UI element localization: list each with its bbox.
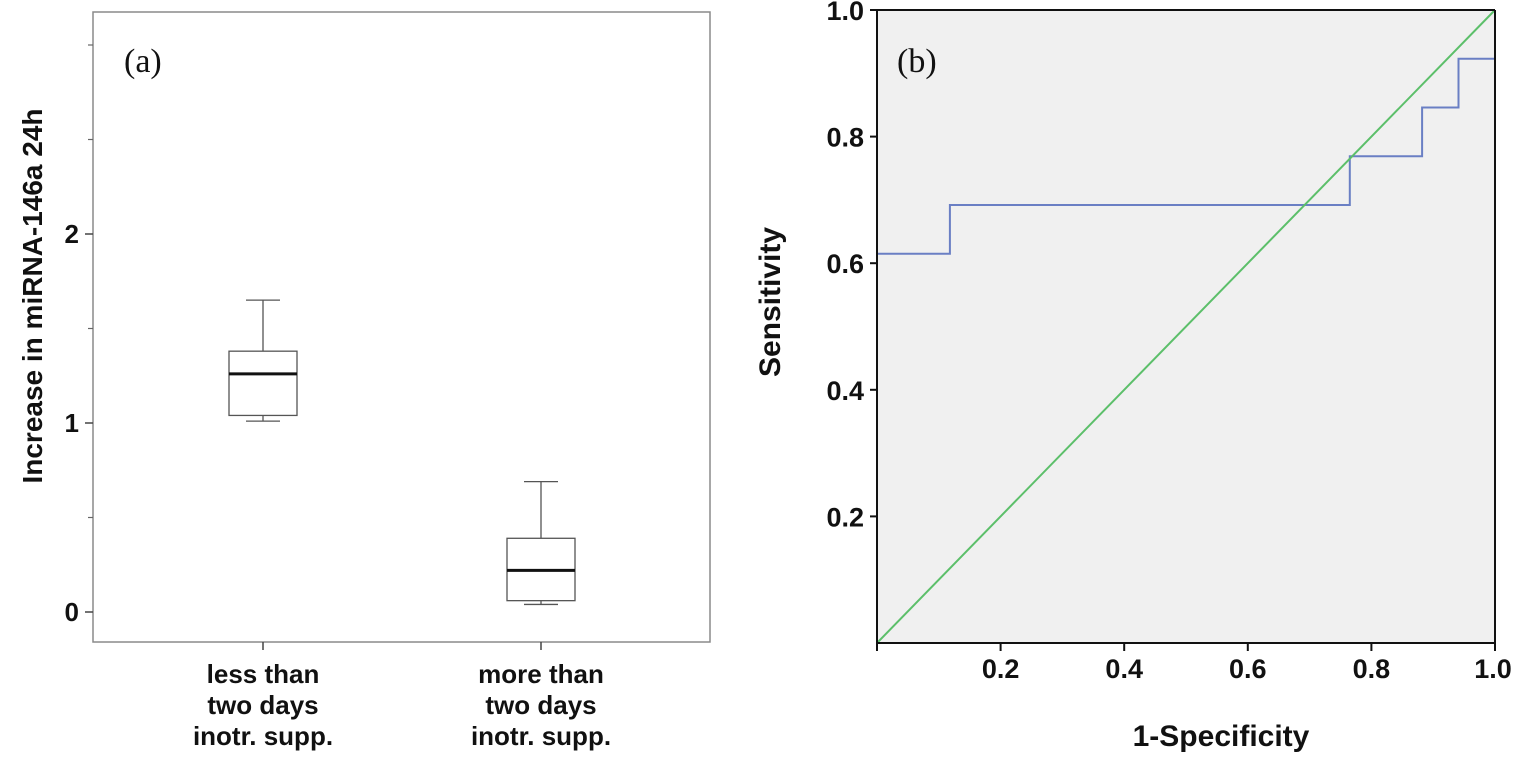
panel-b-x-tick-label: 0.6: [1229, 654, 1267, 684]
panel-b-y-axis-label: Sensitivity: [754, 227, 787, 377]
panel-a-boxplot: (a) Increase in miRNA-146a 24h 0 1 2 less …: [17, 11, 711, 751]
panel-a-y-tick-label: 2: [65, 219, 79, 249]
panel-b-x-ticks: 0.2 0.4 0.6 0.8 1.0: [876, 643, 1512, 684]
panel-a-y-ticks: 0 1 2: [65, 44, 93, 627]
panel-b-y-tick-label: 0.6: [826, 249, 864, 279]
panel-b-y-tick-label: 0.8: [826, 123, 864, 153]
panel-b-y-ticks: 0.2 0.4 0.6 0.8 1.0: [826, 0, 877, 532]
panel-b-y-tick-label: 0.2: [826, 502, 864, 532]
category-label-line: two days: [485, 690, 596, 720]
category-label-line: inotr. supp.: [193, 721, 333, 751]
category-label-line: inotr. supp.: [471, 721, 611, 751]
panel-b-x-tick-label: 0.4: [1105, 654, 1143, 684]
panel-b-x-tick-label: 1.0: [1474, 654, 1512, 684]
panel-a-y-tick-label: 0: [65, 597, 79, 627]
box-2: [506, 480, 576, 606]
reference-diagonal-line: [876, 9, 1496, 644]
panel-a-frame: [92, 11, 711, 643]
panel-a-y-axis-label: Increase in miRNA-146a 24h: [17, 108, 48, 483]
panel-b-x-tick-label: 0.2: [982, 654, 1020, 684]
panel-a-category-label: more than two days inotr. supp.: [471, 659, 611, 751]
panel-a-label: (a): [124, 43, 162, 80]
panel-a-x-categories: less than two days inotr. supp.more than tw…: [193, 642, 611, 751]
panel-b-y-tick-label: 0.4: [826, 376, 864, 406]
panel-b-label: (b): [897, 43, 937, 80]
panel-a-y-tick-label: 1: [65, 408, 79, 438]
category-label-line: less than: [207, 659, 320, 689]
roc-curve-line: [877, 10, 1496, 255]
category-label-line: two days: [207, 690, 318, 720]
panel-a-boxes: [228, 299, 576, 606]
panel-b-roc: (b) 0.2 0.4 0.6 0.8 1.0 0.2 0.4 0.6 0.8 1.0 Sens…: [754, 0, 1512, 753]
panel-b-x-axis-label: 1-Specificity: [1133, 720, 1310, 753]
box-iqr: [228, 350, 298, 417]
panel-b-y-tick-label: 1.0: [826, 0, 864, 26]
category-label-line: more than: [478, 659, 604, 689]
box-1: [228, 299, 298, 422]
panel-b-x-tick-label: 0.8: [1353, 654, 1391, 684]
panel-b-series: [876, 9, 1496, 644]
panel-a-category-label: less than two days inotr. supp.: [193, 659, 333, 751]
